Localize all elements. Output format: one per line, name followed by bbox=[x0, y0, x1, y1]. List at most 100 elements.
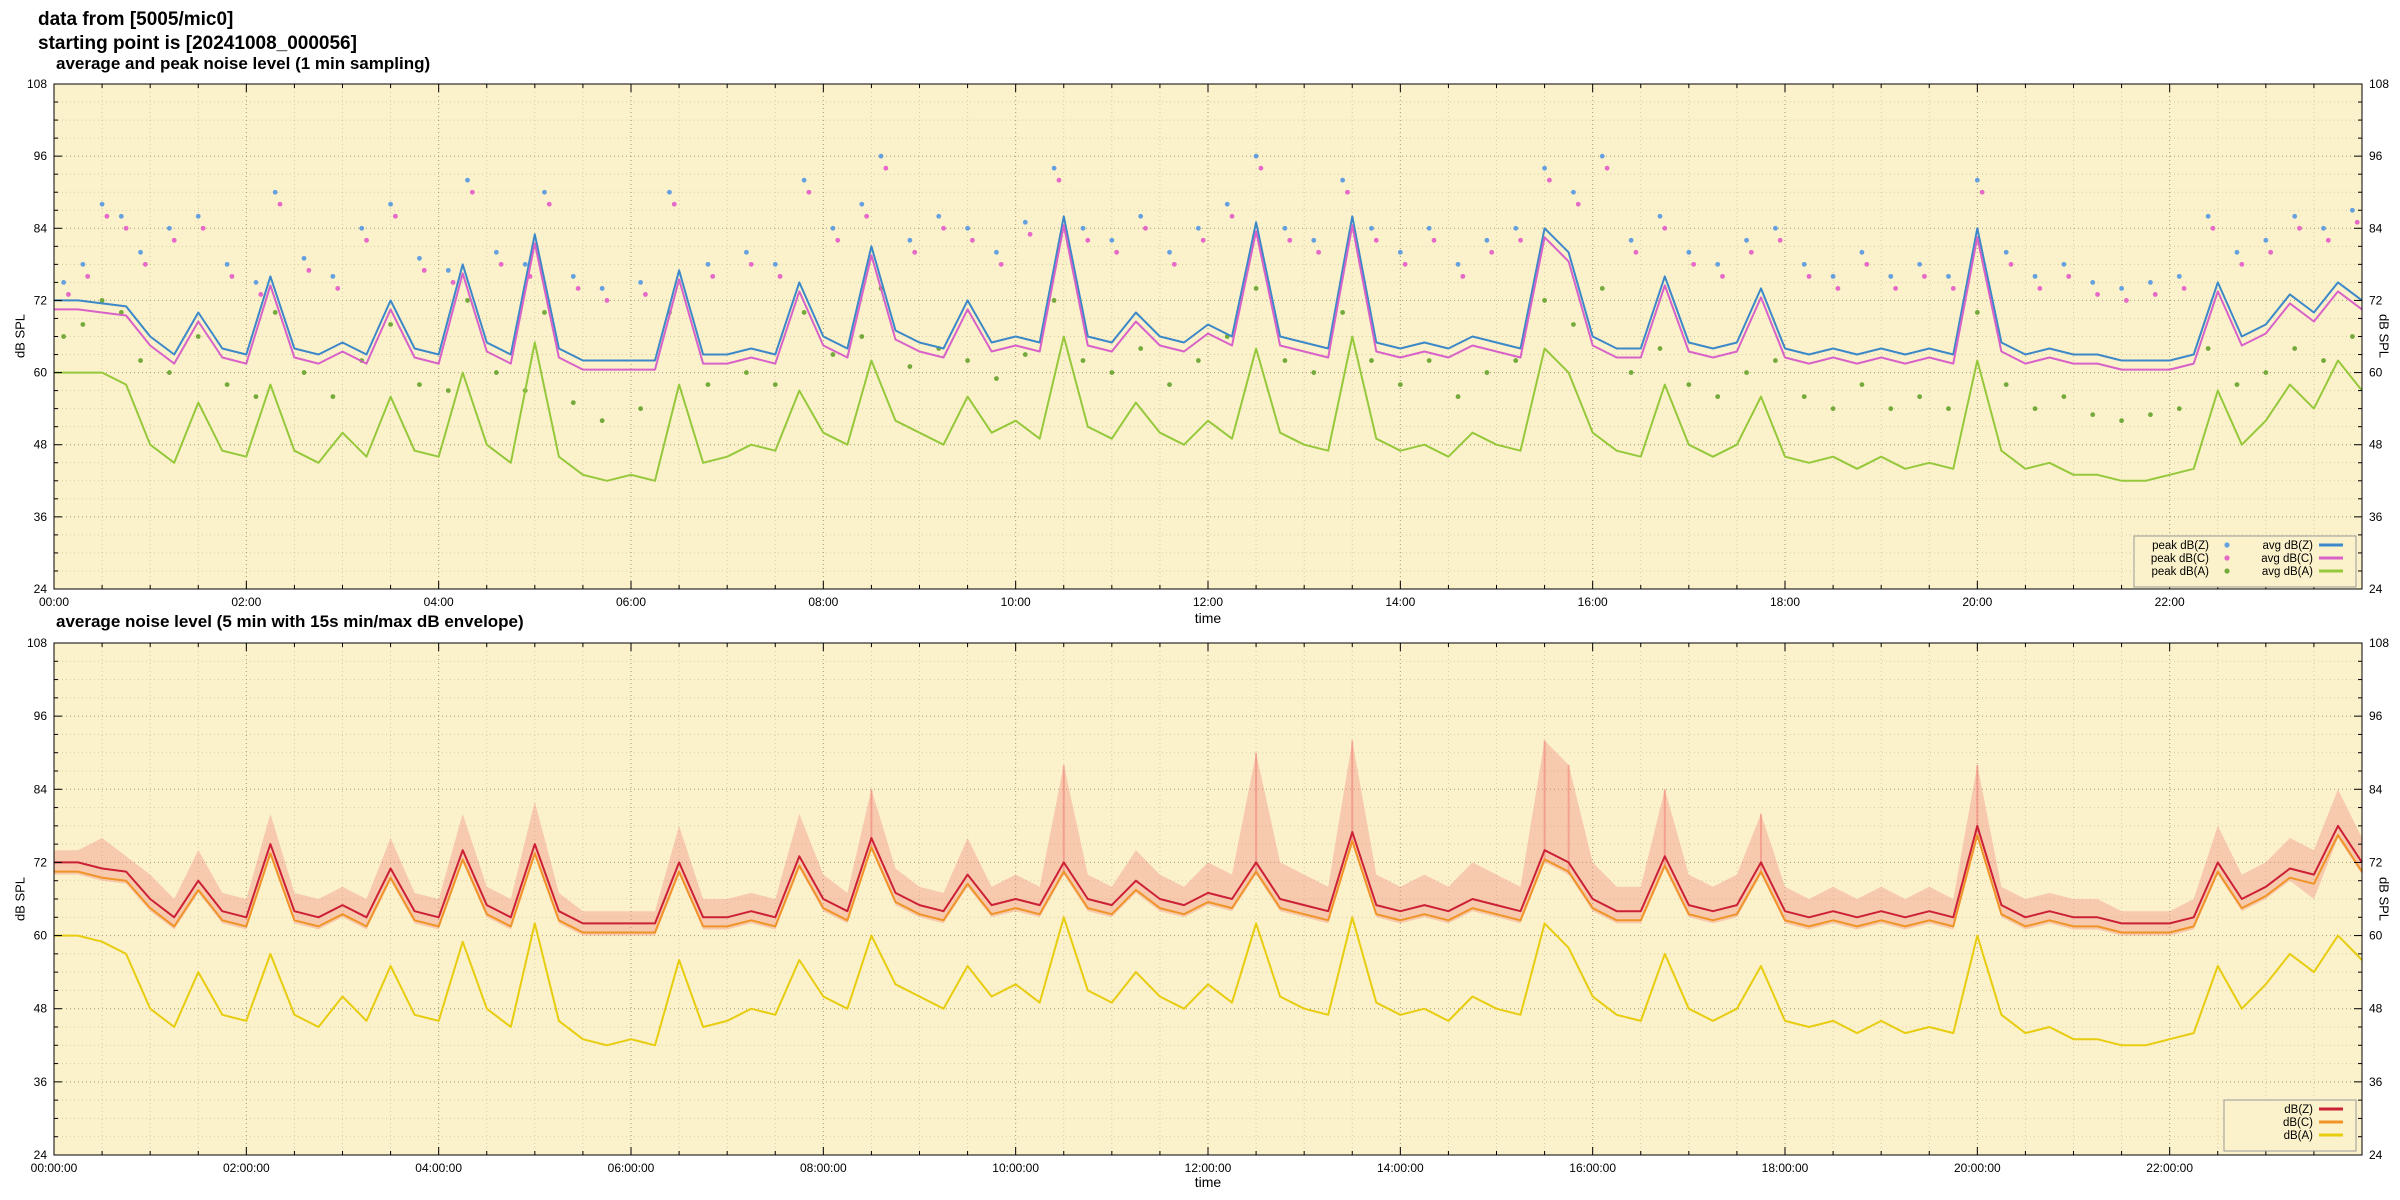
scatter-point bbox=[1888, 273, 1894, 279]
y-tick-label: 36 bbox=[34, 510, 48, 524]
scatter-point bbox=[1138, 346, 1144, 351]
scatter-point bbox=[364, 237, 369, 243]
scatter-point bbox=[2321, 358, 2326, 363]
x-tick-label: 16:00 bbox=[1578, 595, 1608, 609]
scatter-point bbox=[1599, 286, 1605, 291]
scatter-point bbox=[1686, 249, 1692, 255]
scatter-point bbox=[445, 267, 451, 273]
y-tick-label: 72 bbox=[2369, 855, 2383, 869]
scatter-point bbox=[830, 225, 836, 231]
legend-marker-dot bbox=[2224, 542, 2230, 548]
y-tick-label: 36 bbox=[34, 1075, 48, 1089]
y-tick-label: 84 bbox=[34, 221, 48, 235]
scatter-point bbox=[2292, 213, 2298, 219]
scatter-point bbox=[66, 292, 71, 297]
bottom-chart-xlabel: time bbox=[1194, 1174, 1222, 1190]
series-db-c- bbox=[54, 834, 2363, 934]
scatter-point bbox=[575, 286, 581, 291]
scatter-point bbox=[859, 201, 865, 207]
scatter-point bbox=[1397, 382, 1403, 387]
scatter-point bbox=[1979, 189, 1985, 195]
scatter-point bbox=[2061, 261, 2067, 267]
series-line bbox=[54, 916, 2363, 1047]
scatter-point bbox=[1513, 358, 1519, 363]
scatter-point bbox=[965, 225, 970, 231]
scatter-point bbox=[301, 255, 307, 261]
scatter-point bbox=[599, 418, 605, 424]
scatter-point bbox=[2090, 279, 2096, 285]
scatter-point bbox=[1369, 225, 1374, 231]
scatter-point bbox=[493, 249, 499, 255]
x-tick-label: 02:00 bbox=[231, 595, 261, 609]
series-db-z- bbox=[54, 824, 2363, 925]
scatter-point bbox=[99, 298, 105, 303]
scatter-point bbox=[1311, 370, 1317, 375]
legend-label: peak dB(C) bbox=[2151, 553, 2209, 565]
scatter-point bbox=[864, 213, 870, 219]
scatter-point bbox=[1167, 382, 1172, 387]
scatter-point bbox=[229, 273, 235, 279]
scatter-point bbox=[224, 261, 230, 267]
scatter-point bbox=[643, 292, 648, 297]
y-tick-label: 36 bbox=[2369, 510, 2383, 524]
scatter-point bbox=[123, 225, 129, 231]
scatter-point bbox=[671, 201, 677, 207]
y-tick-label: 36 bbox=[2369, 1075, 2383, 1089]
scatter-point bbox=[570, 400, 576, 406]
scatter-point bbox=[1282, 358, 1288, 363]
scatter-point bbox=[138, 358, 143, 363]
avg-peak-noise-panel: 24 24 36 36 48 48 60 60 72 72 84 84 96 96 108 108 00:00 0… bbox=[27, 77, 2389, 609]
scatter-point bbox=[1282, 225, 1288, 231]
scatter-point bbox=[2292, 346, 2298, 351]
scatter-point bbox=[253, 279, 259, 285]
x-tick-label: 12:00:00 bbox=[1185, 1161, 1232, 1175]
scatter-point bbox=[1830, 406, 1836, 412]
scatter-point bbox=[1426, 358, 1432, 363]
scatter-point bbox=[1195, 358, 1201, 363]
x-tick-label: 14:00 bbox=[1385, 595, 1415, 609]
scatter-point bbox=[1080, 358, 1086, 363]
scatter-point bbox=[2095, 292, 2100, 297]
scatter-point bbox=[638, 279, 644, 285]
scatter-point bbox=[61, 279, 67, 285]
scatter-point bbox=[2003, 249, 2009, 255]
scatter-point bbox=[772, 382, 778, 387]
x-tick-label: 22:00:00 bbox=[2146, 1161, 2193, 1175]
scatter-point bbox=[2354, 219, 2360, 225]
scatter-point bbox=[1859, 382, 1865, 387]
scatter-point bbox=[1513, 225, 1519, 231]
scatter-point bbox=[167, 370, 172, 375]
scatter-point bbox=[599, 286, 605, 291]
scatter-point bbox=[1546, 177, 1552, 183]
scatter-point bbox=[542, 310, 547, 315]
scatter-point bbox=[1950, 286, 1956, 291]
scatter-point bbox=[2181, 286, 2187, 291]
scatter-point bbox=[998, 261, 1004, 267]
envelope-band bbox=[54, 740, 2362, 936]
scatter-point bbox=[2003, 382, 2009, 387]
scatter-point bbox=[200, 225, 206, 231]
scatter-point bbox=[2349, 334, 2355, 339]
scatter-point bbox=[1946, 406, 1951, 412]
y-tick-label: 108 bbox=[27, 77, 47, 91]
scatter-point bbox=[705, 382, 711, 387]
y-tick-label: 72 bbox=[34, 855, 48, 869]
legend-label: peak dB(A) bbox=[2151, 566, 2209, 578]
scatter-point bbox=[883, 165, 889, 171]
y-tick-label: 84 bbox=[34, 782, 48, 796]
scatter-point bbox=[421, 267, 427, 273]
x-tick-label: 06:00:00 bbox=[608, 1161, 655, 1175]
scatter-point bbox=[1801, 261, 1807, 267]
scatter-point bbox=[2152, 292, 2158, 297]
scatter-point bbox=[417, 382, 422, 387]
scatter-point bbox=[2234, 249, 2240, 255]
scatter-point bbox=[388, 322, 393, 327]
scatter-point bbox=[1859, 249, 1865, 255]
scatter-point bbox=[1748, 249, 1754, 255]
scatter-point bbox=[1657, 346, 1663, 351]
x-tick-label: 22:00 bbox=[2155, 595, 2185, 609]
scatter-point bbox=[1888, 406, 1894, 412]
scatter-point bbox=[167, 225, 172, 231]
scatter-point bbox=[1051, 165, 1057, 171]
scatter-point bbox=[1715, 394, 1721, 400]
